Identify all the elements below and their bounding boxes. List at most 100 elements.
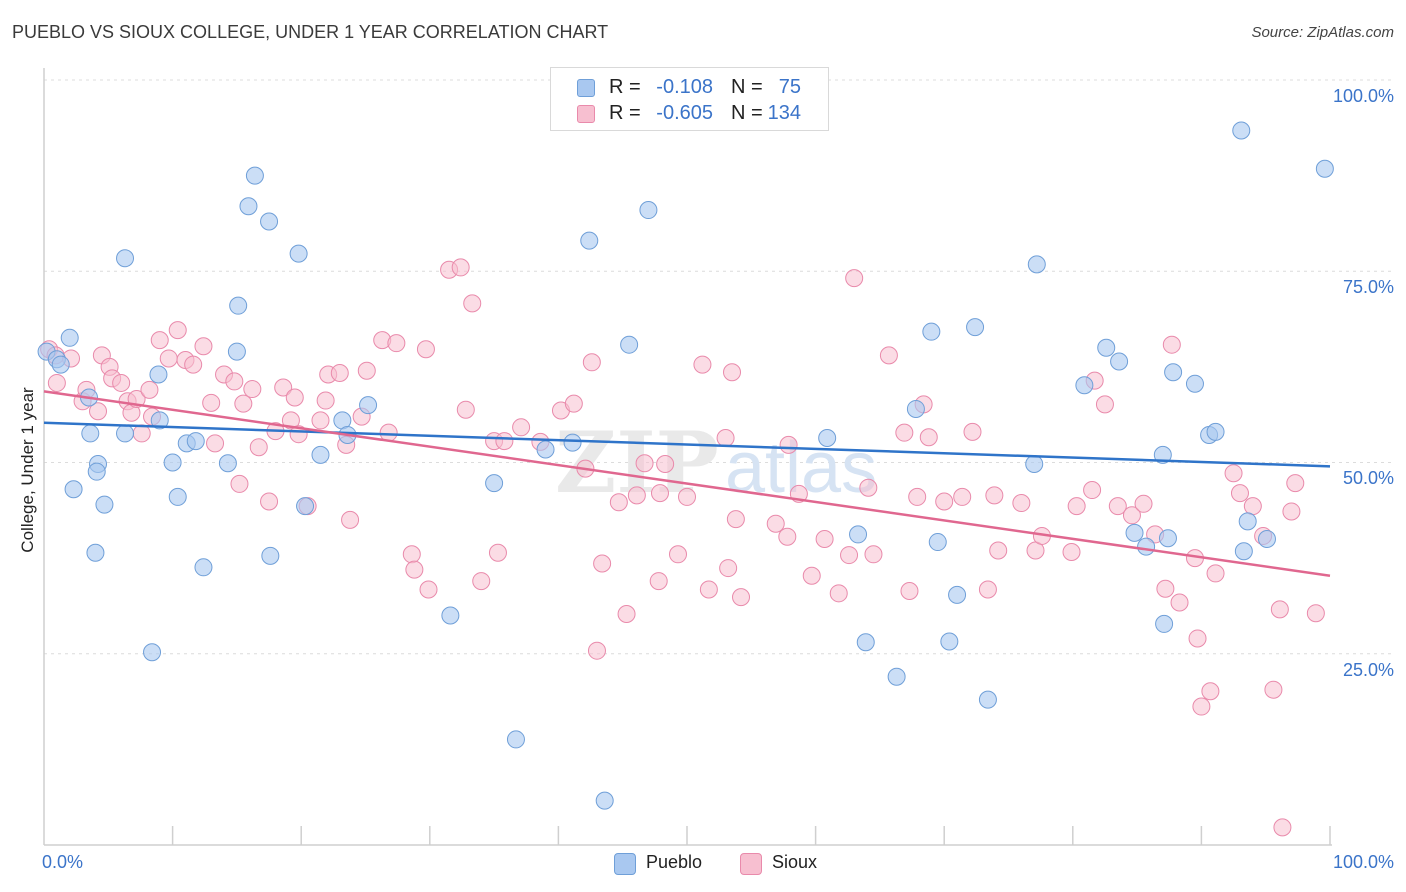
trend-lines [43,390,1331,577]
sioux-point [859,478,878,497]
source-label: Source: ZipAtlas.com [1251,24,1394,41]
sioux-point [249,438,268,457]
pueblo-point [1110,352,1129,371]
sioux-point [693,355,712,374]
r-label: R = [609,76,641,98]
sioux-point [779,435,798,454]
pueblo-point [218,454,237,473]
pueblo-point [441,606,460,625]
pueblo-swatch [614,853,636,875]
sioux-point [656,455,675,474]
pueblo-point [64,480,83,499]
sioux-point [1134,494,1153,513]
sioux-point [140,380,159,399]
sioux-point [1273,818,1292,837]
x-tick-label-max: 100.0% [1332,852,1394,872]
sioux-point [451,258,470,277]
pueblo-point [978,690,997,709]
n-label: N = [731,76,763,98]
sioux-point [285,388,304,407]
pueblo-point [856,633,875,652]
pueblo-point [116,424,135,443]
sioux-point [281,411,300,430]
sioux-point [47,373,66,392]
legend-label-sioux: Sioux [772,852,818,872]
pueblo-point [239,197,258,216]
legend-row-pueblo: R = -0.108 N = 75 [551,76,828,100]
pueblo-r-value: -0.108 [656,76,713,98]
sioux-point [840,546,859,565]
sioux-point [206,434,225,453]
pueblo-point [1025,455,1044,474]
sioux-point [416,340,435,359]
pueblo-point [818,429,837,448]
y-tick-label: 50.0% [1342,468,1394,488]
sioux-point [260,492,279,511]
sioux-point [168,321,187,340]
pueblo-point [966,318,985,337]
sioux-point [1286,474,1305,493]
y-tick-label: 75.0% [1342,277,1394,297]
sioux-point [895,423,914,442]
sioux-point [978,580,997,599]
sioux-point [582,353,601,372]
pueblo-n-value: 75 [778,76,801,98]
sioux-point [1201,682,1220,701]
n-label: N = [731,102,763,124]
pueblo-point [51,355,70,374]
sioux-point [1264,680,1283,699]
sioux-point [472,572,491,591]
sioux-point [243,380,262,399]
sioux-point [802,566,821,585]
pueblo-point [60,328,79,347]
pueblo-point [186,432,205,451]
sioux-point [1270,600,1289,619]
pueblo-point [906,399,925,418]
pueblo-point [1155,614,1174,633]
pueblo-point [245,166,264,185]
sioux-point [419,580,438,599]
pueblo-point [580,231,599,250]
sioux-point [1108,497,1127,516]
pueblo-point [87,462,106,481]
pueblo-point [260,212,279,231]
sioux-trend-line [43,390,1331,577]
sioux-point [341,510,360,529]
pueblo-point [849,525,868,544]
sioux-point [1206,564,1225,583]
sioux-point [989,541,1008,560]
pueblo-point [948,585,967,604]
pueblo-point [163,453,182,472]
pueblo-point [95,495,114,514]
sioux-point [159,349,178,368]
sioux-point [778,527,797,546]
pueblo-point [595,791,614,810]
sioux-point [1230,484,1249,503]
x-tick-label-min: 0.0% [42,852,84,872]
pueblo-point [227,342,246,361]
pueblo-point [639,201,658,220]
sioux-point [316,391,335,410]
r-label: R = [609,102,641,124]
sioux-point [1156,579,1175,598]
pueblo-point [620,335,639,354]
pueblo-point [194,558,213,577]
sioux-point [564,394,583,413]
pueblo-point [311,445,330,464]
sioux-point [512,418,531,437]
sioux-point [1067,497,1086,516]
sioux-point [150,331,169,350]
sioux-r-value: -0.605 [656,102,713,124]
sioux-point [225,372,244,391]
sioux-point [1162,335,1181,354]
sioux-point [230,474,249,493]
correlation-legend: R = -0.108 N = 75 R = -0.605 N = 134 [550,67,829,131]
sioux-point [766,514,785,533]
sioux-point [879,346,898,365]
pueblo-point [1027,255,1046,274]
sioux-point [405,560,424,579]
sioux-point [387,334,406,353]
sioux-point [985,486,1004,505]
sioux-point [379,423,398,442]
sioux-point [495,432,514,451]
